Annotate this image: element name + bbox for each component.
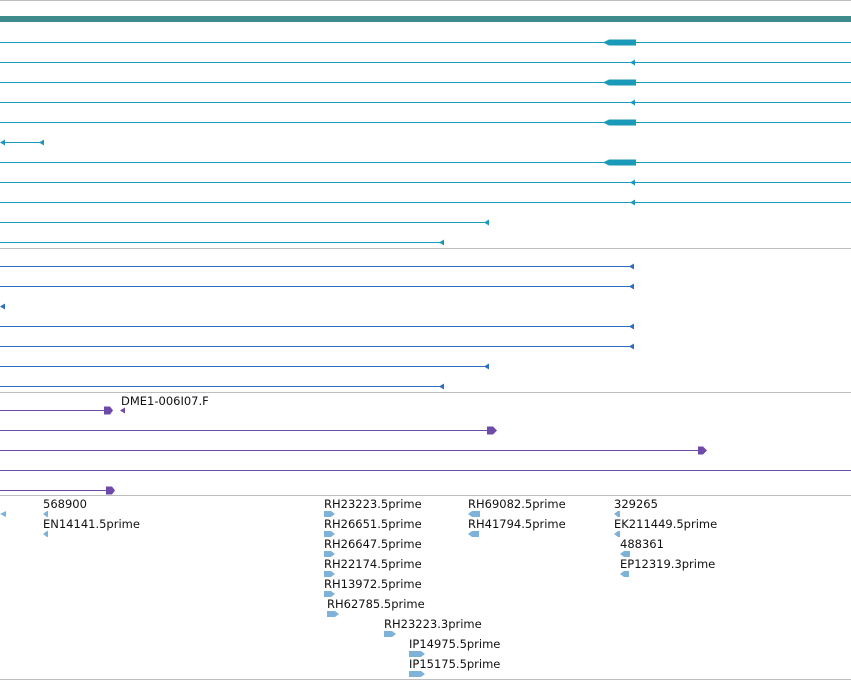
exon-block [603, 159, 636, 166]
strand-arrow [629, 323, 634, 330]
track-divider [0, 0, 851, 1]
est-label[interactable]: RH26651.5prime [324, 517, 422, 531]
est-glyph [620, 571, 629, 577]
strand-arrow [630, 179, 635, 186]
est-label[interactable]: EN14141.5prime [43, 517, 140, 531]
est-label[interactable]: 568900 [43, 497, 87, 511]
strand-arrow [629, 283, 634, 290]
gene-span-bar[interactable] [0, 16, 851, 22]
est-label[interactable]: IP15175.5prime [409, 657, 501, 671]
est-label[interactable]: EP12319.3prime [620, 557, 716, 571]
strand-arrow [629, 343, 634, 350]
track-divider [0, 248, 851, 249]
est-glyph [324, 571, 335, 577]
est-label[interactable]: RH41794.5prime [468, 517, 566, 531]
est-label[interactable]: RH26647.5prime [324, 537, 422, 551]
strand-arrow [120, 407, 125, 414]
strand-arrow [630, 59, 635, 66]
strand-arrow [484, 363, 489, 370]
strand-arrow [0, 139, 5, 146]
est-glyph [43, 511, 48, 517]
est-glyph [324, 531, 335, 537]
clone-end [104, 406, 113, 415]
est-glyph [468, 511, 480, 517]
est-label[interactable]: IP14975.5prime [409, 637, 501, 651]
exon-block [603, 79, 636, 86]
clone-end [487, 426, 497, 435]
est-glyph [43, 531, 48, 537]
est-glyph [614, 531, 620, 537]
est-glyph [324, 591, 335, 597]
est-glyph [620, 551, 630, 557]
strand-arrow [484, 219, 489, 226]
est-glyph [327, 611, 339, 617]
est-glyph [409, 671, 425, 677]
strand-arrow [630, 199, 635, 206]
est-label[interactable]: RH13972.5prime [324, 577, 422, 591]
track-divider [0, 392, 851, 393]
strand-arrow [629, 263, 634, 270]
est-glyph [324, 511, 335, 517]
est-glyph [384, 631, 396, 637]
est-glyph [324, 551, 335, 557]
strand-arrow [439, 239, 444, 246]
exon-block [603, 39, 636, 46]
clone-label[interactable]: DME1-006I07.F [121, 394, 209, 408]
clone-end [106, 486, 115, 495]
strand-arrow [0, 303, 5, 310]
est-glyph [468, 531, 479, 537]
strand-arrow [39, 139, 44, 146]
est-glyph [614, 511, 620, 517]
est-label[interactable]: RH62785.5prime [327, 597, 425, 611]
exon-block [603, 119, 636, 126]
est-label[interactable]: EK211449.5prime [614, 517, 718, 531]
est-label[interactable]: 488361 [620, 537, 664, 551]
est-label[interactable]: RH22174.5prime [324, 557, 422, 571]
est-label[interactable]: RH69082.5prime [468, 497, 566, 511]
est-glyph [0, 511, 6, 517]
strand-arrow [439, 383, 444, 390]
est-label[interactable]: RH23223.5prime [324, 497, 422, 511]
est-label[interactable]: RH23223.3prime [384, 617, 482, 631]
strand-arrow [630, 99, 635, 106]
est-label[interactable]: 329265 [614, 497, 658, 511]
track-divider [0, 495, 851, 496]
clone-end [698, 446, 707, 455]
est-glyph [409, 651, 425, 657]
